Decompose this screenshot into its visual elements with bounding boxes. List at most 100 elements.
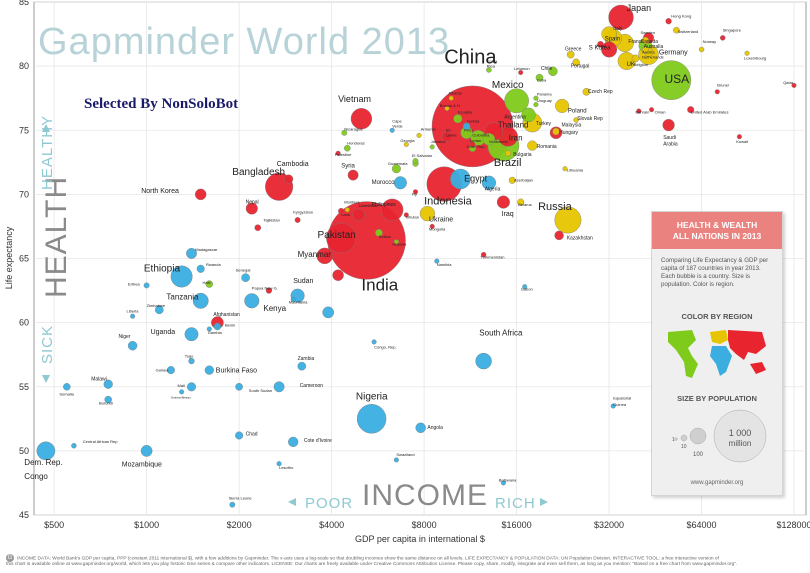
bubble-bhutan: Bhutan [403, 212, 409, 218]
country-label: Norway [703, 39, 717, 44]
bubble-qatar: Qatar [791, 82, 797, 88]
bubble-mauritania: Mauritania [290, 297, 296, 303]
map-oceania [750, 362, 766, 374]
size-legend-million: million [729, 439, 752, 448]
country-label: South Africa [479, 329, 523, 338]
y-tick-label: 70 [19, 189, 29, 199]
bubble-benin: Benin [213, 322, 222, 331]
country-label: Togo [185, 353, 194, 358]
size-by-population-heading: SIZE BY POPULATION [677, 394, 757, 403]
bubble-mongolia: Mongolia [429, 223, 435, 229]
country-label: Central African Rep [83, 439, 118, 444]
bubble-gabon: Gabon [522, 284, 528, 290]
country-label: Japan [627, 3, 652, 13]
panel-url: www.gapminder.org [690, 480, 744, 486]
footer-line1: G INCOME DATA: World Bank's GDP per capit… [6, 554, 806, 562]
country-label: Liberia [127, 308, 140, 313]
country-label: Sweden [641, 30, 655, 35]
country-label: Mongolia [429, 226, 446, 231]
bubble-costa-rica: Costa Rica [486, 67, 492, 73]
bubble-sierra-leone: Sierra Leone [229, 501, 236, 508]
color-by-region-heading: COLOR BY REGION [681, 312, 753, 321]
bubble-fiji: Fiji [413, 189, 419, 195]
bubble-usa: USA [651, 60, 692, 100]
bubble-saudi-arabia: Saudi Arabia [662, 118, 675, 132]
bubble-vietnam: Vietnam [350, 108, 372, 130]
country-label: Bosnia & H [440, 103, 460, 108]
y-tick-label: 55 [19, 382, 29, 392]
bubble-japan: Japan [608, 4, 634, 30]
country-label: Sri [446, 128, 451, 133]
country-label: France [628, 39, 644, 45]
bubble-chad: Chad [235, 431, 244, 440]
country-label: Egypt [464, 174, 488, 184]
map-asia [728, 330, 766, 360]
bubble-georgia: Georgia [403, 141, 409, 147]
country-label: Hungary [559, 130, 578, 136]
country-label: Guinea-Bissau [171, 395, 191, 399]
y-tick-label: 65 [19, 254, 29, 264]
country-label: Dem. Rep. [24, 458, 62, 467]
bubble-nepal: Nepal [245, 202, 258, 215]
bubble-sri-lanka: Sri Lanka [441, 131, 453, 142]
country-label: Burundi [99, 401, 113, 406]
bubble-guinea: Guinea [166, 366, 175, 375]
panel-header: HEALTH & WEALTH ALL NATIONS IN 2013 [652, 212, 782, 249]
poor-word: POOR [305, 495, 353, 512]
bubble-turkmenistan: Turkmenistan [480, 251, 487, 258]
bubble-bulgaria: Bulgaria [504, 150, 512, 157]
bubble-malawi: Malawi [103, 379, 113, 389]
bubble-cuba: Cuba [535, 73, 544, 82]
bubble-eritrea: Eritrea [143, 282, 150, 289]
panel-title-line1: HEALTH & WEALTH [676, 220, 758, 230]
country-label: Italy [613, 26, 623, 32]
bubble-niger: Niger [127, 341, 138, 351]
country-label: Singapore [723, 28, 742, 33]
size-legend-100: 100 [693, 452, 704, 458]
country-label: Armenia [421, 126, 437, 131]
country-label: Nicaragua [344, 126, 363, 131]
bubble-iraq: Iraq [496, 195, 510, 209]
rich-arrow-icon [540, 498, 548, 506]
country-label: Afghanistan [213, 312, 240, 318]
country-label: South Sudan [249, 388, 272, 393]
country-label: Rica [487, 63, 496, 68]
bubble-laos: Laos [338, 207, 345, 215]
bubble-cameroon: Cameroon [273, 381, 285, 393]
bubble-cambodia: Cambodia [284, 174, 294, 184]
bubble-mozambique: Mozambique [140, 445, 153, 457]
bubble-guyana: Guyana [393, 239, 399, 245]
bubble-greece: Greece [566, 50, 575, 59]
map-europe [710, 330, 728, 344]
country-label: Albania [448, 90, 462, 95]
rich-word: RICH [495, 495, 536, 512]
country-label: Bangladesh [232, 167, 285, 178]
map-america [668, 330, 698, 378]
bubble-ecuador: Ecuador [453, 114, 463, 124]
country-label: Belarus [518, 202, 532, 207]
country-label: Guinea [156, 367, 170, 372]
x-tick-label: $16000 [502, 520, 532, 530]
bubble-congo-rep-: Congo, Rep. [371, 339, 377, 345]
size-legend-1000: 1 000 [729, 428, 752, 438]
bubble-morocco: Morocco [393, 176, 407, 190]
country-label: Chad [246, 432, 258, 438]
chart-title: Gapminder World 2013 [38, 21, 450, 63]
country-label: Tanzania [166, 293, 199, 302]
country-label: Madagascar [195, 247, 218, 252]
country-label: Somalia [59, 392, 74, 397]
bubble-liberia: Liberia [130, 313, 136, 319]
bubble-hong-kong: Hong Kong [665, 18, 672, 25]
country-label: UK [627, 62, 635, 68]
healthy-word: HEALTHY [39, 115, 56, 190]
country-label: Oman [655, 110, 666, 115]
bubble-hungary: Hungary [552, 127, 560, 136]
bubble-belgium: Belgium [631, 54, 640, 63]
footer-line1-text: INCOME DATA: World Bank's GDP per capita… [17, 556, 719, 562]
bubble-kenya: Kenya [244, 293, 260, 309]
country-label: Slovak Rep [577, 116, 603, 122]
country-label: Panama [537, 92, 553, 97]
bubble-somalia: Somalia [63, 383, 71, 391]
country-label: Iraq [502, 211, 514, 218]
country-label: Guyana [392, 242, 407, 247]
